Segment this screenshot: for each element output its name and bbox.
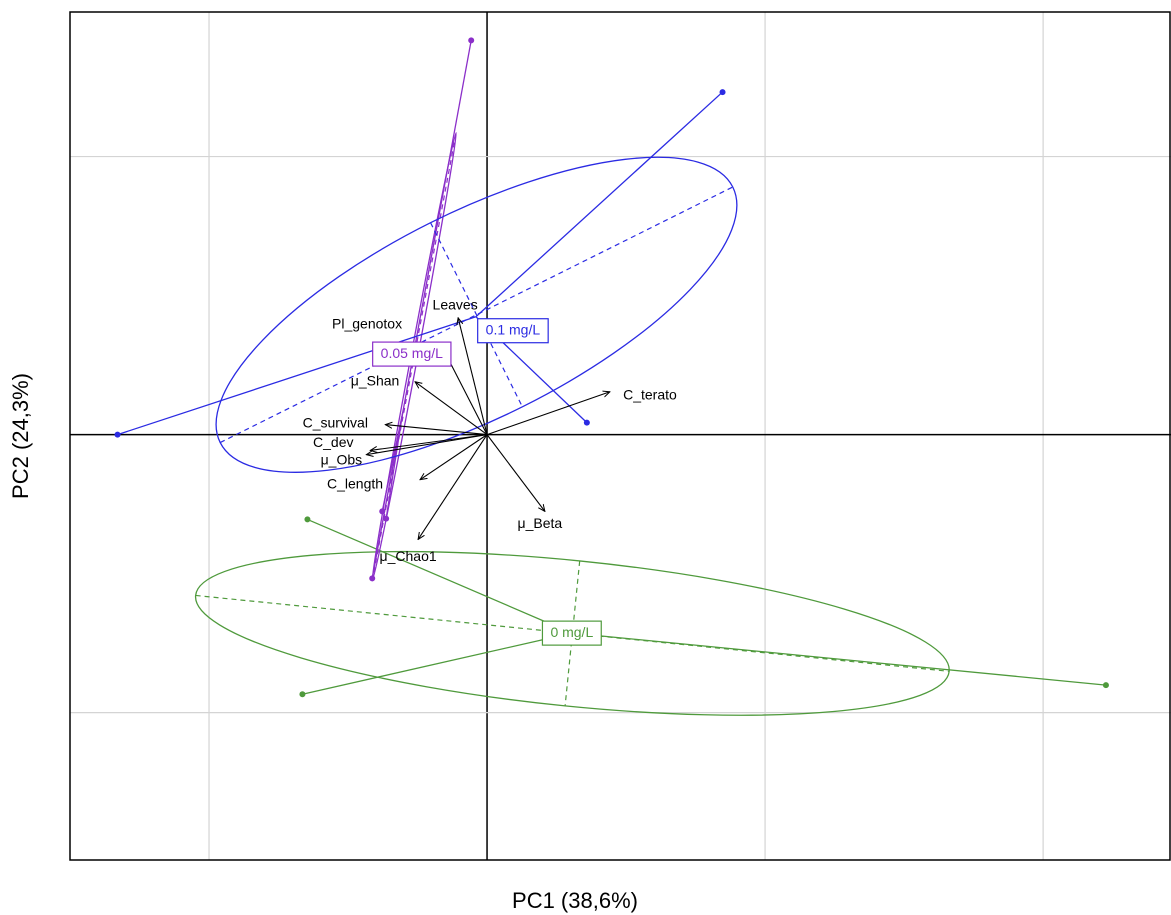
loading-arrow: [420, 434, 488, 480]
loading-arrow: [385, 425, 488, 436]
group-link: [475, 91, 723, 318]
loading-arrow: [415, 382, 488, 436]
point: [468, 37, 475, 44]
variable-label: C_survival: [303, 414, 368, 430]
loading-arrow: [366, 434, 488, 455]
point: [583, 419, 590, 426]
variable-label: C_terato: [623, 386, 677, 402]
group-link: [302, 632, 572, 695]
point: [304, 516, 311, 523]
ellipse-minor-axis: [430, 222, 523, 408]
variable-label: Pl_genotox: [332, 316, 402, 332]
loading-arrow: [486, 434, 545, 512]
x-axis-label: PC1 (38,6%): [512, 888, 638, 913]
group-label: 0 mg/L: [541, 620, 602, 646]
variable-label: C_dev: [313, 434, 353, 450]
variable-label: μ_Shan: [351, 372, 400, 388]
group-label-text: 0 mg/L: [550, 624, 593, 640]
group-link: [117, 316, 477, 436]
point: [719, 89, 726, 96]
variable-label: μ_Obs: [321, 451, 363, 467]
loading-arrow: [418, 434, 488, 540]
variable-label: C_length: [327, 475, 383, 491]
group-label-text: 0.1 mg/L: [486, 321, 541, 337]
loading-arrow: [486, 392, 610, 436]
group-label: 0.05 mg/L: [372, 341, 452, 367]
point: [114, 431, 121, 438]
group-link: [371, 411, 404, 579]
group-link: [571, 632, 1107, 686]
group-label: 0.1 mg/L: [477, 318, 549, 344]
point: [1102, 682, 1109, 689]
y-axis-label: PC2 (24,3%): [8, 373, 33, 499]
loading-arrow: [370, 434, 488, 451]
point: [299, 691, 306, 698]
group-label-box: [477, 318, 549, 344]
ellipse-major-axis: [219, 186, 734, 444]
point: [383, 515, 390, 522]
group-link: [307, 518, 573, 634]
plot-frame: [69, 11, 1171, 861]
variable-label: Leaves: [433, 297, 478, 313]
group-label-text: 0.05 mg/L: [381, 345, 443, 361]
loading-arrow: [458, 318, 488, 435]
variable-label: μ_Beta: [518, 515, 563, 531]
point: [369, 575, 376, 582]
group-label-box: [541, 620, 602, 646]
variable-label: μ_Chao1: [380, 548, 437, 564]
group-label-box: [372, 341, 452, 367]
